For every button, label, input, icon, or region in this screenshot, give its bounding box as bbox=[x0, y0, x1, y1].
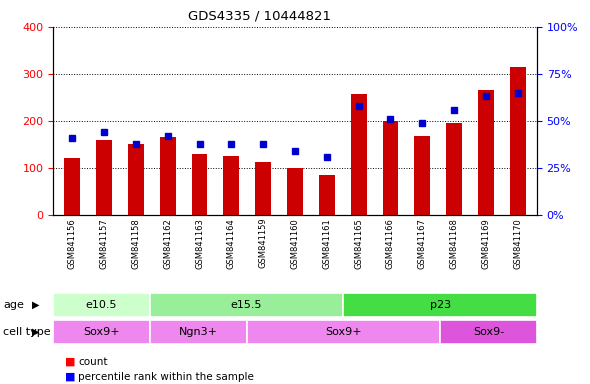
Bar bbox=[510, 67, 526, 215]
Text: GDS4335 / 10444821: GDS4335 / 10444821 bbox=[188, 10, 331, 23]
Bar bbox=[160, 137, 176, 215]
Text: Sox9+: Sox9+ bbox=[325, 327, 362, 337]
Text: ▶: ▶ bbox=[32, 327, 40, 337]
Bar bbox=[128, 144, 144, 215]
Bar bbox=[53, 293, 150, 317]
Text: count: count bbox=[78, 357, 107, 367]
Text: e10.5: e10.5 bbox=[86, 300, 117, 310]
Bar bbox=[64, 158, 80, 215]
Bar bbox=[150, 320, 247, 344]
Bar bbox=[255, 162, 271, 215]
Bar bbox=[287, 168, 303, 215]
Text: ▶: ▶ bbox=[32, 300, 40, 310]
Text: ■: ■ bbox=[65, 372, 76, 382]
Bar bbox=[224, 156, 240, 215]
Text: Ngn3+: Ngn3+ bbox=[179, 327, 218, 337]
Bar bbox=[382, 121, 398, 215]
Text: Sox9-: Sox9- bbox=[473, 327, 504, 337]
Bar bbox=[53, 320, 150, 344]
Bar bbox=[350, 94, 366, 215]
Bar bbox=[414, 136, 430, 215]
Bar bbox=[440, 320, 537, 344]
Text: cell type: cell type bbox=[3, 327, 51, 337]
Text: e15.5: e15.5 bbox=[231, 300, 263, 310]
Text: ■: ■ bbox=[65, 357, 76, 367]
Bar bbox=[478, 90, 494, 215]
Text: Sox9+: Sox9+ bbox=[83, 327, 120, 337]
Bar bbox=[343, 293, 537, 317]
Text: p23: p23 bbox=[430, 300, 451, 310]
Bar bbox=[446, 123, 462, 215]
Bar bbox=[319, 175, 335, 215]
Bar bbox=[96, 140, 112, 215]
Text: age: age bbox=[3, 300, 24, 310]
Bar bbox=[150, 293, 343, 317]
Bar bbox=[192, 154, 208, 215]
Text: percentile rank within the sample: percentile rank within the sample bbox=[78, 372, 254, 382]
Bar bbox=[247, 320, 440, 344]
